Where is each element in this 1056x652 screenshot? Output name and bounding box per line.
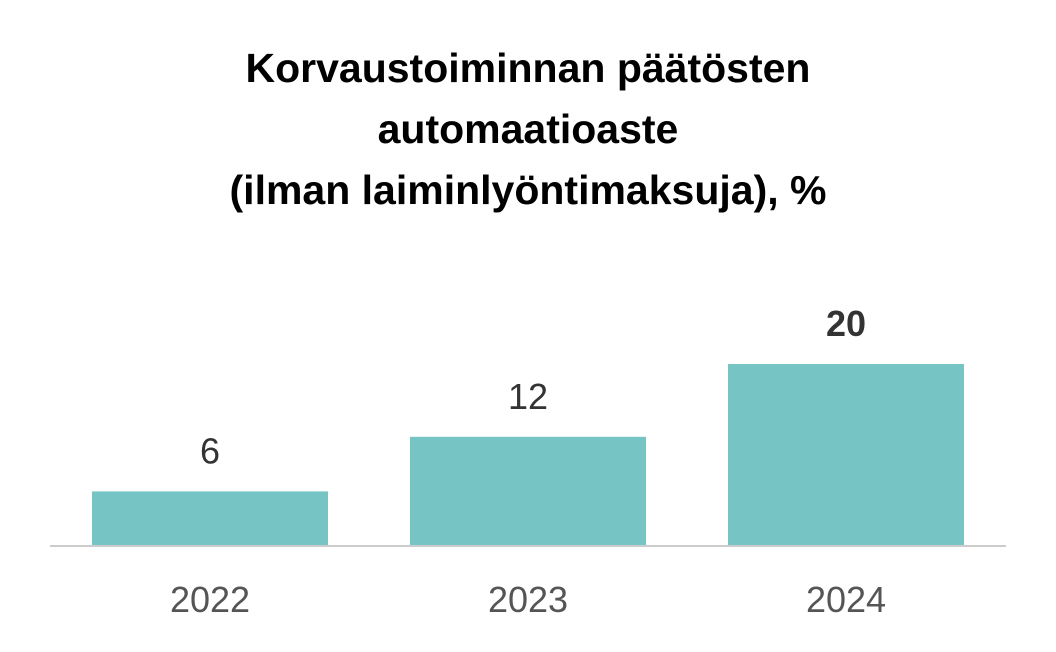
bar-2024 bbox=[728, 364, 964, 546]
bar-2022 bbox=[92, 491, 328, 546]
value-label-2024: 20 bbox=[826, 303, 866, 344]
bar-2023 bbox=[410, 436, 646, 546]
value-label-2023: 12 bbox=[508, 376, 548, 417]
chart-title-line-3: (ilman laiminlyöntimaksuja), % bbox=[229, 167, 827, 213]
x-tick-label-2024: 2024 bbox=[806, 579, 886, 620]
chart-title: Korvaustoiminnan päätösten automaatioast… bbox=[0, 38, 1056, 221]
x-tick-label-2022: 2022 bbox=[170, 579, 250, 620]
chart-title-line-1: Korvaustoiminnan päätösten bbox=[245, 45, 811, 91]
value-label-2022: 6 bbox=[200, 430, 220, 471]
x-tick-label-2023: 2023 bbox=[488, 579, 568, 620]
chart-title-line-2: automaatioaste bbox=[377, 106, 679, 152]
